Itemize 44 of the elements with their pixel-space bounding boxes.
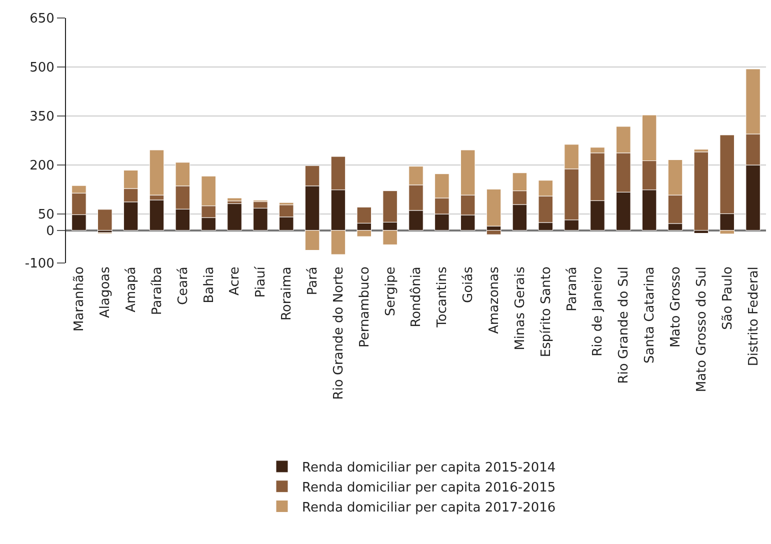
x-tick-label: Acre [228,266,243,296]
x-tick-label: Pará [306,266,321,296]
x-tick-label: Santa Catarina [642,266,658,364]
x-tick-label: Amazonas [487,266,502,334]
bar [486,188,502,226]
y-tick-label: 0 [46,224,54,239]
y-tick-label: 50 [38,208,54,223]
bar [227,198,242,202]
legend-label: Renda domiciliar per capita 2017-2016 [302,500,556,516]
bar [98,209,112,231]
x-tick-label: Sergipe [383,266,398,316]
x-tick-label: Piauí [254,266,269,298]
x-tick-label: Alagoas [98,266,114,318]
x-tick-label: Mato Grosso do Sul [694,266,710,392]
x-tick-label: Paraíba [150,266,165,315]
x-tick-label: Goiás [461,266,476,303]
x-tick-label: Tocantins [435,266,450,328]
x-tick-label: Minas Gerais [512,266,528,350]
y-tick-label: 500 [30,60,54,76]
x-tick-label: Rio Grande do Norte [331,266,346,400]
y-tick-label: -100 [24,256,54,272]
x-tick-label: Ceará [176,266,191,305]
x-tick-label: Roraima [280,266,295,321]
x-tick-label: Rio de Janeiro [590,266,606,356]
legend-label: Renda domiciliar per capita 2016-2015 [302,480,556,496]
y-tick-label: 200 [30,158,54,174]
legend-label: Renda domiciliar per capita 2015-2014 [302,460,556,476]
y-tick-label: 350 [30,110,54,125]
x-tick-label: Rondônia [409,266,424,328]
x-tick-label: Rio Grande do Sul [616,266,632,384]
y-tick-label: 650 [30,12,54,27]
x-tick-label: Mato Grosso [668,266,684,348]
x-tick-label: Pernambuco [357,266,372,348]
x-tick-label: Espírito Santo [538,266,554,358]
x-tick-label: Paraná [564,266,580,312]
x-tick-label: Bahia [202,266,217,304]
bar [694,152,709,231]
x-tick-label: Distrito Federal [746,266,762,366]
x-tick-label: Amapá [124,266,140,312]
x-tick-label: Maranhão [72,266,88,332]
bar [227,203,242,231]
bar [486,230,502,235]
bar [149,200,164,231]
x-tick-label: São Paulo [720,266,736,330]
